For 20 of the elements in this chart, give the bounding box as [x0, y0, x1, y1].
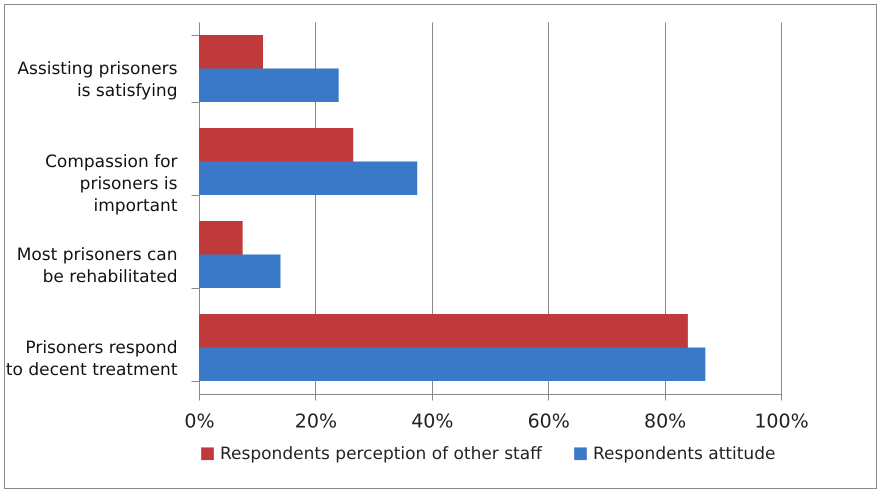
bar [199, 314, 688, 348]
bar [199, 348, 706, 381]
x-tick-label: 40% [411, 410, 454, 432]
x-tick-label: 100% [754, 410, 809, 432]
x-tick-label: 60% [528, 410, 570, 432]
y-tick-label: Assisting prisoners is satisfying [17, 59, 178, 101]
x-tick-label: 80% [644, 410, 686, 432]
x-tick-label: 20% [294, 410, 338, 432]
y-tick-label: Most prisoners can be rehabilitated [16, 245, 178, 287]
bar [199, 254, 280, 288]
legend-label: Respondents perception of other staff [220, 444, 544, 464]
bar [199, 162, 418, 195]
y-tick-label: Prisoners respond to decent treatment [6, 338, 178, 380]
legend-label: Respondents attitude [593, 444, 776, 464]
bar [199, 68, 339, 102]
y-tick-label: Compassion for prisoners is important [45, 152, 178, 216]
bar [199, 221, 243, 254]
bar [199, 128, 354, 162]
bar [199, 35, 264, 68]
x-tick-label: 0% [184, 410, 215, 432]
